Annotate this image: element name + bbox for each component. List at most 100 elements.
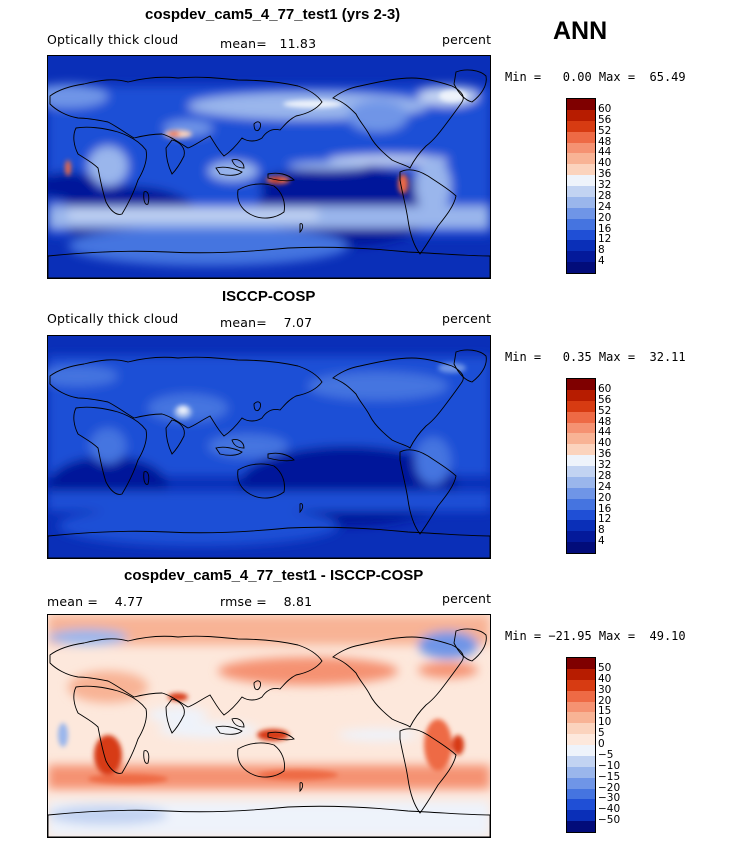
colorbar-swatch	[567, 153, 595, 165]
colorbar-swatch	[567, 229, 595, 241]
colorbar-swatch	[567, 766, 595, 778]
colorbar-tick-label: 28	[598, 469, 612, 482]
colorbar-tick-label: 0	[598, 738, 605, 750]
colorbar-swatch	[567, 799, 595, 811]
colorbar-tick-label: −15	[598, 770, 621, 783]
panel-obs-title: ISCCP-COSP	[222, 288, 316, 305]
colorbar-tick-label: 16	[598, 502, 612, 515]
colorbar-tick-label: 44	[598, 426, 612, 439]
panel-diff-rmse: rmse = 8.81	[220, 594, 313, 609]
colorbar-swatch	[567, 712, 595, 724]
colorbar-tick-label: 4	[598, 535, 605, 548]
panel-model-colorbar	[566, 98, 596, 274]
panel-obs-mean: mean= 7.07	[220, 315, 313, 330]
colorbar-swatch	[567, 734, 595, 745]
colorbar-swatch	[567, 411, 595, 423]
colorbar-tick-label: 32	[598, 179, 612, 191]
colorbar-swatch	[567, 668, 595, 680]
colorbar-tick-label: 48	[598, 415, 612, 428]
colorbar-swatch	[567, 175, 595, 186]
panel-diff-units: percent	[442, 591, 492, 606]
panel-diff-title: cospdev_cam5_4_77_test1 - ISCCP-COSP	[124, 567, 424, 584]
panel-model-title: cospdev_cam5_4_77_test1 (yrs 2-3)	[145, 6, 401, 23]
colorbar-swatch	[567, 520, 595, 532]
panel-obs-minmax: Min = 0.35 Max = 32.11	[505, 350, 686, 364]
colorbar-tick-label: 12	[598, 233, 612, 246]
colorbar-swatch	[567, 821, 595, 832]
colorbar-tick-label: 52	[598, 404, 612, 417]
colorbar-tick-label: 5	[598, 727, 605, 740]
colorbar-swatch	[567, 466, 595, 477]
colorbar-swatch	[567, 745, 595, 756]
colorbar-swatch	[567, 498, 595, 510]
colorbar-swatch	[567, 542, 595, 553]
colorbar-tick-label: 24	[598, 200, 612, 213]
colorbar-swatch	[567, 658, 595, 669]
colorbar-swatch	[567, 422, 595, 434]
colorbar-swatch	[567, 186, 595, 197]
colorbar-tick-label: 36	[598, 168, 612, 181]
season-label: ANN	[553, 17, 608, 45]
colorbar-swatch	[567, 389, 595, 401]
colorbar-tick-label: 52	[598, 124, 612, 137]
colorbar-tick-label: 4	[598, 255, 605, 268]
colorbar-tick-label: 32	[598, 459, 612, 471]
colorbar-swatch	[567, 196, 595, 208]
panel-model-mean: mean= 11.83	[220, 36, 317, 51]
colorbar-swatch	[567, 509, 595, 521]
panel-model-map	[47, 55, 491, 279]
colorbar-swatch	[567, 690, 595, 702]
colorbar-tick-label: 50	[598, 661, 612, 674]
colorbar-tick-label: 60	[598, 382, 612, 395]
colorbar-tick-label: 15	[598, 705, 612, 718]
colorbar-swatch	[567, 142, 595, 154]
colorbar-swatch	[567, 433, 595, 445]
colorbar-tick-label: 10	[598, 716, 612, 729]
colorbar-tick-label: −10	[598, 759, 621, 772]
panel-obs-variable: Optically thick cloud	[47, 311, 179, 326]
colorbar-tick-label: 40	[598, 672, 612, 685]
colorbar-tick-label: 56	[598, 393, 612, 406]
colorbar-tick-label: −50	[598, 814, 621, 827]
colorbar-tick-label: 28	[598, 189, 612, 202]
colorbar-tick-label: 20	[598, 211, 612, 224]
colorbar-swatch	[567, 455, 595, 466]
colorbar-swatch	[567, 109, 595, 121]
colorbar-swatch	[567, 164, 595, 176]
colorbar-tick-label: 12	[598, 513, 612, 526]
colorbar-tick-label: 40	[598, 157, 612, 170]
colorbar-tick-label: 8	[598, 244, 605, 257]
colorbar-tick-label: 44	[598, 146, 612, 159]
colorbar-tick-label: 56	[598, 113, 612, 126]
colorbar-swatch	[567, 777, 595, 789]
colorbar-tick-label: −5	[598, 748, 614, 761]
colorbar-tick-label: 36	[598, 448, 612, 461]
panel-model-variable: Optically thick cloud	[47, 32, 179, 47]
colorbar-tick-label: 40	[598, 437, 612, 450]
colorbar-swatch	[567, 207, 595, 219]
colorbar-swatch	[567, 679, 595, 691]
colorbar-swatch	[567, 218, 595, 230]
colorbar-tick-label: 48	[598, 135, 612, 148]
panel-obs-map	[47, 335, 491, 559]
colorbar-swatch	[567, 99, 595, 110]
colorbar-swatch	[567, 487, 595, 499]
colorbar-tick-label: −30	[598, 792, 621, 805]
colorbar-swatch	[567, 400, 595, 412]
colorbar-tick-label: −40	[598, 803, 621, 816]
panel-diff-colorbar	[566, 657, 596, 833]
colorbar-swatch	[567, 131, 595, 143]
panel-obs-colorbar	[566, 378, 596, 554]
colorbar-swatch	[567, 701, 595, 713]
colorbar-tick-label: 20	[598, 491, 612, 504]
colorbar-swatch	[567, 120, 595, 132]
colorbar-swatch	[567, 810, 595, 822]
colorbar-tick-label: −20	[598, 781, 621, 794]
colorbar-tick-label: 20	[598, 694, 612, 707]
colorbar-tick-label: 30	[598, 683, 612, 696]
colorbar-swatch	[567, 444, 595, 456]
panel-diff-minmax: Min = −21.95 Max = 49.10	[505, 629, 686, 643]
colorbar-tick-label: 16	[598, 222, 612, 235]
colorbar-swatch	[567, 476, 595, 488]
colorbar-swatch	[567, 262, 595, 273]
